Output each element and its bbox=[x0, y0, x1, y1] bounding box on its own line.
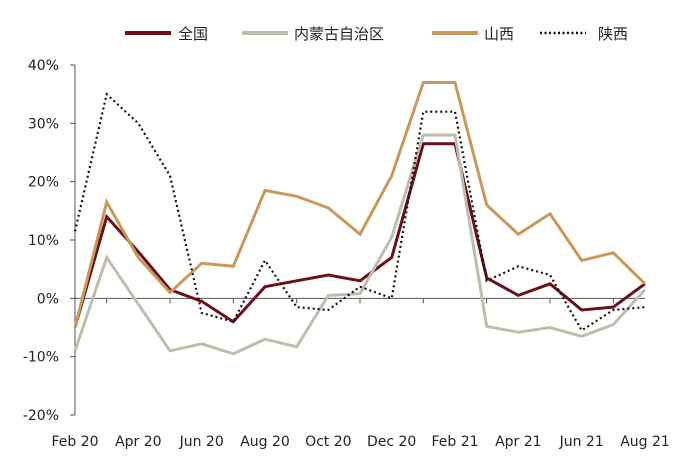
series-line-1 bbox=[73, 142, 646, 328]
x-tick-label: Feb 20 bbox=[51, 434, 98, 450]
x-tick-label: Jun 21 bbox=[559, 434, 604, 450]
y-tick-label: 30% bbox=[28, 116, 59, 132]
y-tick-label: 10% bbox=[28, 233, 59, 249]
legend-label-3: 山西 bbox=[484, 25, 514, 43]
y-tick-label: 40% bbox=[28, 58, 59, 74]
x-tick-label: Apr 20 bbox=[115, 434, 161, 450]
x-tick-label: Feb 21 bbox=[431, 434, 478, 450]
x-tick-label: Aug 21 bbox=[620, 434, 670, 450]
legend: 全国 内蒙古自治区 山西 陕西 bbox=[125, 25, 628, 43]
y-tick-label: 20% bbox=[28, 175, 59, 191]
x-tick-label: Dec 20 bbox=[367, 434, 416, 450]
x-tick-label: Aug 20 bbox=[240, 434, 290, 450]
y-tick-label: -20% bbox=[23, 408, 59, 424]
y-tick-label: -10% bbox=[23, 350, 59, 366]
series-line-2 bbox=[73, 133, 647, 356]
legend-label-4: 陕西 bbox=[598, 25, 628, 43]
x-tick-label: Oct 20 bbox=[305, 434, 351, 450]
series-line-3 bbox=[73, 81, 647, 328]
x-tick-label: Apr 21 bbox=[495, 434, 541, 450]
axes: 40% 30% 20% 10% 0% -10% -20% Feb 20 Apr 20 Jun 20… bbox=[23, 58, 670, 450]
y-tick-label: 0% bbox=[37, 291, 59, 307]
plot-area bbox=[73, 81, 647, 356]
legend-label-1: 全国 bbox=[178, 25, 208, 43]
legend-label-2: 内蒙古自治区 bbox=[294, 25, 384, 43]
x-tick-label: Jun 20 bbox=[179, 434, 224, 450]
series-line-4 bbox=[73, 92, 646, 332]
